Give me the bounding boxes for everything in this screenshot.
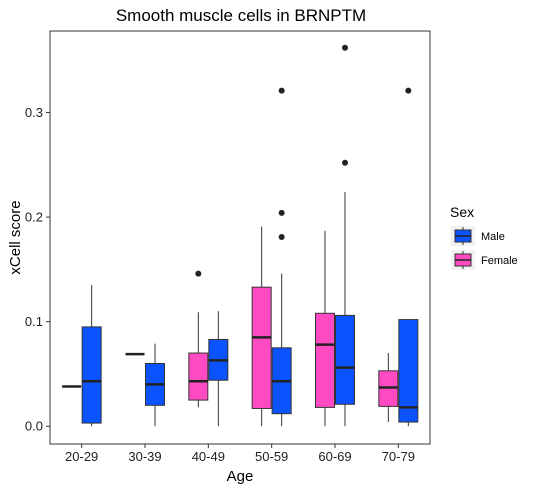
box-male-20-29 [81,285,102,427]
outlier-point [195,270,202,277]
box-female-70-79 [378,353,399,423]
x-tick-label: 40-49 [192,449,225,464]
box-iqr [81,326,102,424]
box-female-60-69 [315,230,335,427]
outlier-point [342,44,348,51]
y-axis-title: xCell score [7,200,24,274]
x-axis: 20-29 30-39 40-49 50-59 60-69 70-79 [65,444,415,464]
boxplot-series [62,44,419,427]
x-tick-label: 20-29 [65,449,98,464]
box-male-70-79 [398,87,419,427]
box-female-40-49 [188,270,209,408]
x-tick-label: 30-39 [128,449,161,464]
legend-item-female: Female [451,250,518,270]
legend-label: Male [481,231,505,243]
legend: Sex Male Female [450,204,518,270]
legend-label: Female [481,255,518,267]
y-tick-label: 0.3 [25,105,43,120]
outlier-point [405,87,412,94]
outlier-point [278,209,285,216]
box-female-50-59 [251,226,272,427]
box-iqr [335,314,355,405]
y-tick-label: 0.1 [25,314,43,329]
outlier-point [278,87,285,94]
x-tick-label: 60-69 [318,449,351,464]
x-tick-label: 50-59 [255,449,288,464]
x-axis-title: Age [227,468,254,485]
outlier-point [342,159,348,166]
box-male-30-39 [145,343,165,427]
outlier-point [278,233,285,240]
box-iqr [251,286,272,409]
box-male-50-59 [271,87,292,427]
plot-panel [49,30,431,445]
chart-title: Smooth muscle cells in BRNPTM [116,6,366,25]
box-male-60-69 [335,44,355,427]
box-male-40-49 [208,311,229,427]
y-tick-label: 0.2 [25,210,43,225]
box-iqr [398,319,419,423]
box-iqr [188,352,209,401]
x-tick-label: 70-79 [382,449,415,464]
legend-title: Sex [450,204,474,220]
y-axis: 0.0 0.1 0.2 0.3 [25,105,50,434]
box-iqr [315,312,335,408]
y-tick-label: 0.0 [25,419,43,434]
legend-item-male: Male [451,226,505,246]
